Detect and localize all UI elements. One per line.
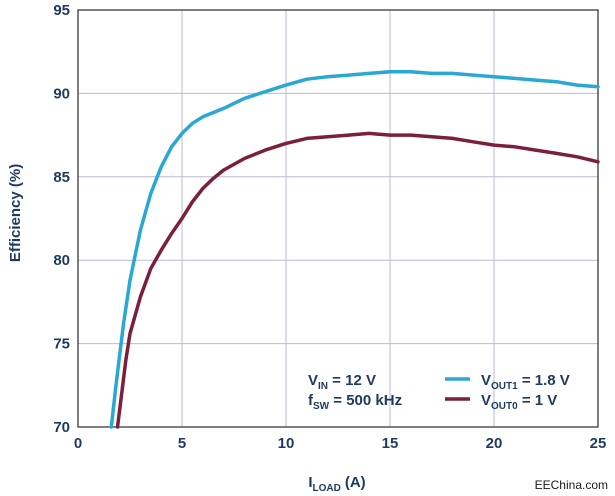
x-tick-label-25: 25 [590, 435, 607, 452]
x-tick-label-5: 5 [178, 435, 186, 452]
x-tick-labels: 0 5 10 15 20 25 [74, 435, 607, 452]
y-tick-label-75: 75 [53, 336, 70, 353]
condition-fsw: fSW = 500 kHz [308, 392, 402, 412]
condition-vin-sub: IN [318, 381, 328, 392]
legend-label-vout1-sub: OUT1 [491, 381, 518, 392]
y-tick-label-95: 95 [53, 2, 70, 19]
condition-fsw-sub: SW [313, 401, 330, 412]
series-line-out0 [115, 131, 600, 429]
condition-vin-main: V [308, 372, 318, 389]
condition-fsw-rest: = 500 kHz [329, 392, 402, 409]
x-axis-label-unit: (A) [345, 474, 366, 491]
y-tick-label-80: 80 [53, 252, 70, 269]
y-axis-label: Efficiency (%) [7, 164, 24, 262]
legend: VOUT1 = 1.8 V VOUT0 = 1 V [445, 372, 570, 412]
x-axis-label: ILOAD (A) [308, 474, 365, 494]
y-tick-label-90: 90 [53, 85, 70, 102]
legend-label-vout0-sub: OUT0 [491, 401, 518, 412]
y-tick-label-85: 85 [53, 169, 70, 186]
x-tick-label-20: 20 [486, 435, 503, 452]
x-tick-label-15: 15 [382, 435, 399, 452]
series-lines [109, 69, 600, 429]
y-tick-label-70: 70 [53, 419, 70, 436]
series-line-out1 [109, 69, 600, 429]
conditions-annotation: VIN = 12 V fSW = 500 kHz [308, 372, 402, 412]
legend-label-vout1-rest: = 1.8 V [518, 372, 570, 389]
plot-frame [77, 9, 599, 428]
legend-label-vout1-main: V [481, 372, 491, 389]
y-tick-labels: 70 75 80 85 90 95 [53, 2, 70, 436]
condition-vin-rest: = 12 V [328, 372, 376, 389]
condition-vin: VIN = 12 V [308, 372, 376, 392]
legend-label-vout0-main: V [481, 392, 491, 409]
x-tick-label-10: 10 [278, 435, 295, 452]
grid-lines [77, 9, 599, 428]
watermark-text: EEChina.com [535, 478, 608, 492]
x-tick-label-0: 0 [74, 435, 82, 452]
legend-label-vout0-rest: = 1 V [518, 392, 558, 409]
x-axis-label-sub: LOAD [313, 483, 341, 494]
condition-fsw-main: f [308, 392, 314, 409]
legend-label-vout0: VOUT0 = 1 V [481, 392, 557, 412]
legend-label-vout1: VOUT1 = 1.8 V [481, 372, 570, 392]
x-axis-label-main: I [308, 474, 312, 491]
